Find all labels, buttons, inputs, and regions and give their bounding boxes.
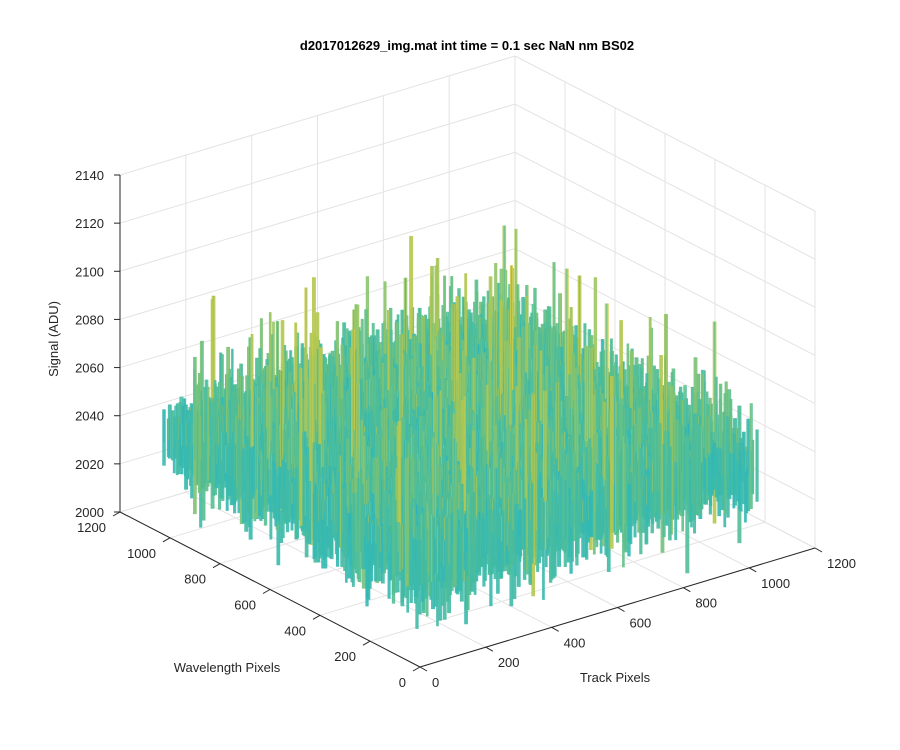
gridline [119,55,516,176]
gridline [514,199,816,356]
gridline [119,151,516,272]
gridline [514,55,816,212]
gridline [119,248,516,369]
gridline [119,199,516,320]
gridline [514,151,816,308]
gridline [119,103,516,224]
surface-mesh [162,225,759,629]
gridline [369,521,766,642]
gridline [514,103,816,260]
